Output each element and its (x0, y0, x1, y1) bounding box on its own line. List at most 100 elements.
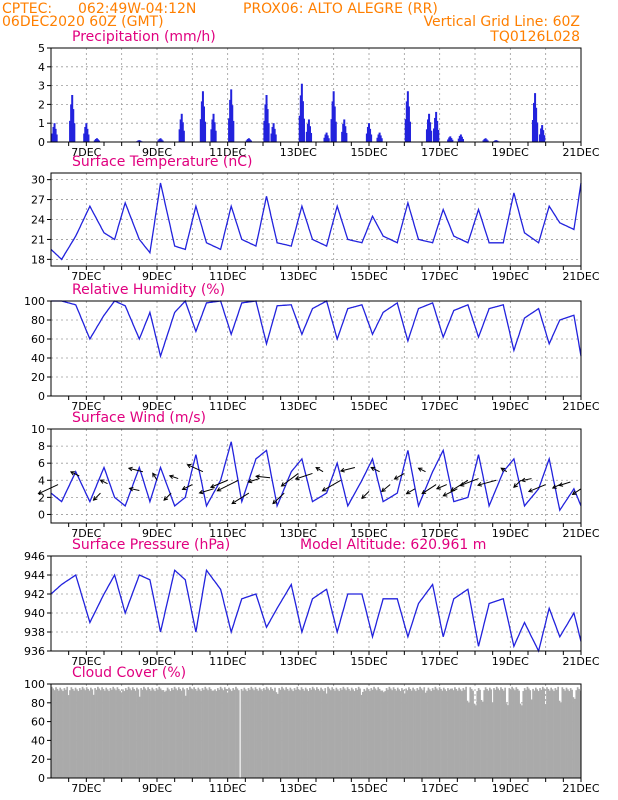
cloud-bar (173, 686, 176, 778)
precip-bar (342, 123, 345, 142)
cloud-bar (452, 690, 455, 778)
cloud-bar (170, 688, 173, 778)
precipitation-title: Precipitation (mm/h) (72, 29, 216, 45)
precip-bar (87, 134, 90, 142)
cloud-bar (536, 689, 539, 778)
precip-bar (213, 122, 216, 142)
wind-day-label: 9DEC (142, 527, 172, 540)
cloud-bar (122, 689, 124, 778)
header-coordinates: 062:49W-04:12N (78, 1, 196, 17)
wind-arrow (169, 475, 179, 480)
precip-bar (212, 113, 215, 142)
temperature-ytick-label: 27 (31, 194, 45, 207)
cloud-bar (91, 689, 94, 778)
precipitation-ytick-label: 4 (38, 61, 45, 74)
precip-bar (449, 136, 452, 142)
cloud-bar (532, 688, 534, 778)
cloud-bar (324, 688, 327, 778)
cloud-bar (274, 687, 276, 778)
cloud-bar (212, 690, 215, 778)
cloud-bar (191, 690, 194, 778)
cloud-bar (391, 690, 394, 778)
wind-arrow-head (247, 478, 253, 484)
cloud-bar (442, 687, 445, 778)
precip-bar (204, 121, 207, 142)
cloud-bar (468, 702, 470, 778)
cloud-bar (226, 692, 229, 778)
cloud-bar (85, 687, 88, 778)
cloud-cover-ytick-label: 80 (31, 697, 45, 710)
cloud-bar (509, 689, 512, 778)
cloud-bar (154, 691, 156, 778)
precip-bar (332, 91, 335, 142)
cloud-cover-ytick-label: 0 (38, 772, 45, 785)
cloud-bar (87, 688, 89, 778)
cloud-bar (157, 689, 159, 778)
cloud-bar (541, 686, 544, 778)
wind-day-label: 15DEC (350, 527, 387, 540)
wind-arrow (559, 481, 571, 486)
cloud-bar (519, 703, 522, 778)
cloud-bar (162, 690, 165, 778)
cloud-bar (138, 696, 141, 778)
pressure-ytick-label: 944 (24, 569, 45, 582)
cloud-bar (286, 688, 289, 778)
wind-arrow-head (92, 496, 98, 501)
cloud-bar (246, 691, 248, 778)
wind-arrow-head (476, 482, 483, 487)
cloud-bar (475, 705, 477, 778)
humidity-day-label: 13DEC (280, 400, 317, 413)
precip-bar (447, 139, 450, 142)
cloud-bar (562, 688, 565, 778)
cloud-bar (172, 689, 175, 778)
precip-bar (434, 117, 437, 142)
temperature-day-label: 21DEC (562, 270, 599, 283)
pressure-ytick-label: 938 (24, 626, 45, 639)
cloud-bar (141, 689, 144, 778)
humidity-series-line (51, 299, 582, 359)
cloud-bar (555, 689, 558, 778)
cloud-bar (377, 687, 380, 778)
wind-arrow-head (280, 482, 286, 487)
cloud-bar (296, 686, 299, 778)
cloud-bar (204, 686, 207, 778)
cloud-bar (168, 689, 170, 778)
cloud-bar (222, 690, 225, 778)
precip-bar (138, 140, 141, 142)
cloud-bar (408, 687, 410, 778)
precip-bar (245, 140, 248, 142)
precip-bar (310, 132, 313, 142)
cloud-bar (449, 688, 452, 778)
precip-bar (427, 119, 430, 142)
pressure-day-label: 15DEC (350, 655, 387, 668)
cloud-bar (155, 688, 158, 778)
cloud-bar (472, 690, 474, 778)
cloud-bar (88, 690, 91, 778)
cloud-bar (316, 687, 318, 778)
wind-arrow-head (315, 466, 321, 472)
precip-bar (377, 134, 380, 142)
cloud-bar (215, 691, 218, 778)
cloud-bar (490, 689, 493, 778)
wind-arrow-head (405, 490, 411, 495)
cloud-bar (232, 688, 235, 778)
precip-bar (178, 129, 181, 142)
wind-title: Surface Wind (m/s) (72, 410, 206, 426)
wind-arrow-head (168, 474, 174, 480)
cloud-bar (518, 690, 520, 778)
cloud-bar (466, 700, 469, 778)
precip-bar (496, 140, 499, 142)
cloud-bar (288, 690, 290, 778)
cloud-bar (281, 686, 283, 778)
precip-bar (210, 129, 213, 142)
wind-day-label: 17DEC (421, 527, 458, 540)
cloud-bar (166, 687, 169, 778)
header-grid-note: Vertical Grid Line: 60Z (424, 14, 580, 30)
cloud-bar (228, 687, 230, 778)
cloud-bar (69, 690, 71, 778)
precip-bar (248, 139, 251, 142)
cloud-bar (560, 702, 562, 778)
cloud-bar (487, 690, 490, 778)
precip-bar (83, 133, 86, 142)
temperature-ytick-label: 21 (31, 233, 45, 246)
